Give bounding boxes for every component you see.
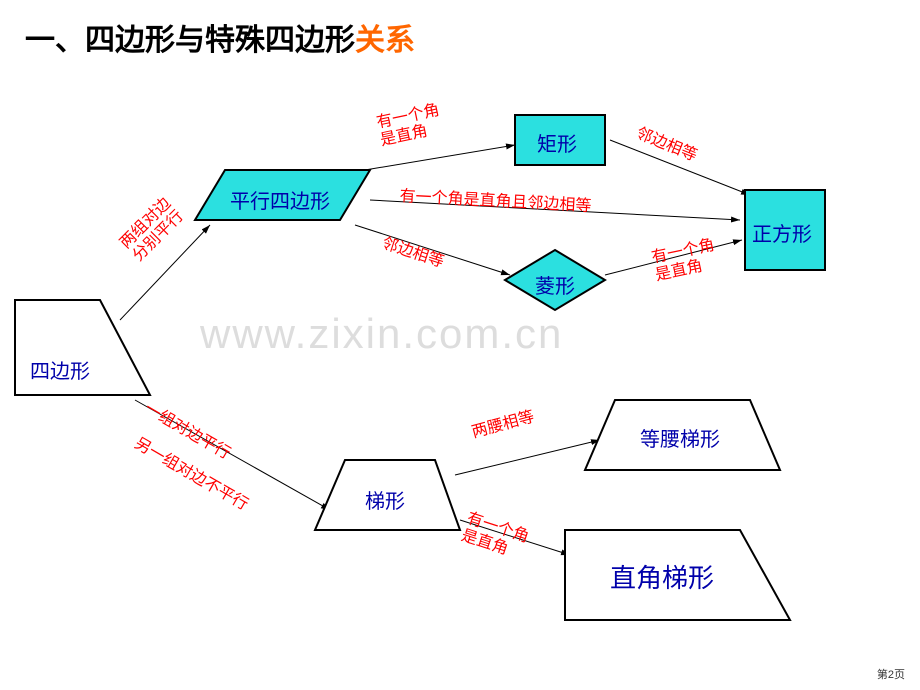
node-label-isos: 等腰梯形 bbox=[640, 423, 720, 452]
page-title: 一、四边形与特殊四边形关系 bbox=[25, 15, 415, 59]
page-number: 第2页 bbox=[877, 666, 905, 682]
edge-arrow-8 bbox=[455, 440, 600, 475]
diagram-canvas bbox=[0, 0, 920, 690]
edge-label-9: 有一个角是直角 bbox=[459, 510, 531, 563]
edge-label-3: 有一个角是直角 bbox=[375, 102, 445, 150]
watermark: www.zixin.com.cn bbox=[200, 310, 563, 358]
node-label-rtrap: 直角梯形 bbox=[610, 558, 714, 595]
title-prefix: 一、四边形与特殊四边形 bbox=[25, 24, 355, 57]
edge-arrow-3 bbox=[365, 145, 515, 170]
node-label-square: 正方形 bbox=[752, 218, 812, 247]
edge-label-8: 两腰相等 bbox=[470, 408, 536, 442]
node-label-para: 平行四边形 bbox=[230, 185, 330, 214]
edge-label-0: 两组对边分别平行 bbox=[117, 195, 187, 265]
edge-label-6: 邻边相等 bbox=[633, 125, 699, 165]
title-highlight: 关系 bbox=[355, 24, 415, 57]
edge-label-5: 有一个角是直角且邻边相等 bbox=[399, 188, 592, 216]
edge-label-4: 邻边相等 bbox=[380, 235, 446, 272]
node-label-quad: 四边形 bbox=[30, 355, 90, 384]
edge-label-7: 有一个角是直角 bbox=[650, 237, 720, 285]
node-label-rhom: 菱形 bbox=[535, 270, 575, 299]
node-label-trap: 梯形 bbox=[365, 485, 405, 514]
node-label-rect: 矩形 bbox=[537, 128, 577, 157]
